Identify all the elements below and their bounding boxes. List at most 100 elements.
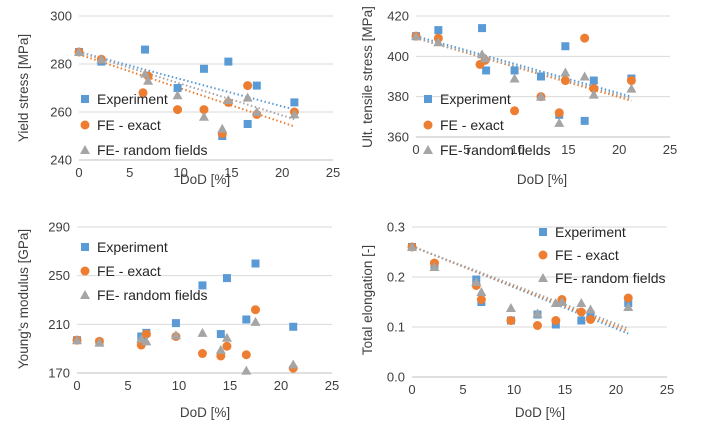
data-point (217, 123, 228, 133)
data-point (143, 75, 154, 85)
data-point (576, 307, 586, 317)
y-axis-title: Total elongation [-] (360, 245, 375, 355)
y-tick-label: 380 (387, 89, 409, 104)
data-point (411, 31, 421, 41)
data-point (250, 316, 261, 326)
y-tick-label: 210 (48, 317, 70, 332)
data-point (141, 45, 150, 54)
data-point (141, 336, 152, 346)
legend: Experiment FE - exact FE- random fields (538, 224, 665, 286)
data-point (476, 287, 487, 296)
data-point (626, 76, 636, 86)
legend-label: FE- random fields (440, 142, 550, 158)
x-axis-title: DoD [%] (180, 405, 230, 420)
x-tick-label: 5 (463, 142, 470, 157)
data-point (199, 64, 208, 73)
data-point (251, 259, 260, 268)
y-axis-title: Yield stress [MPa] (16, 34, 31, 142)
data-point (251, 305, 260, 315)
y-tick-label: 260 (50, 105, 72, 120)
legend-marker (80, 266, 90, 276)
data-point (242, 92, 253, 102)
data-point (138, 88, 148, 98)
data-point (242, 315, 251, 324)
data-point (251, 107, 262, 116)
x-tick-label: 25 (660, 382, 674, 397)
data-point (429, 262, 440, 271)
data-point (252, 81, 261, 90)
x-tick-label: 15 (561, 142, 575, 157)
data-point (434, 26, 443, 35)
data-point (476, 295, 486, 304)
y-tick-label: 170 (48, 366, 70, 381)
x-tick-label: 20 (612, 142, 626, 157)
x-tick-label: 25 (326, 165, 340, 180)
legend-marker (80, 120, 90, 130)
y-tick-label: 0.0 (387, 370, 405, 385)
data-point (579, 71, 590, 81)
y-tick-label: 420 (387, 9, 409, 24)
data-point (560, 67, 571, 77)
legend-marker (81, 95, 89, 103)
x-tick-label: 0 (412, 142, 419, 157)
data-point (577, 316, 586, 325)
data-point (173, 84, 182, 92)
x-tick-label: 25 (325, 378, 339, 393)
data-point (171, 319, 180, 328)
y-tick-label: 300 (50, 9, 72, 24)
x-tick-label: 0 (75, 165, 82, 180)
legend: Experiment FE - exact FE- random fields (423, 91, 550, 158)
data-point (471, 277, 482, 286)
data-point (532, 308, 543, 318)
data-point (510, 66, 519, 75)
data-point (198, 281, 207, 290)
data-point (96, 54, 107, 64)
legend: Experiment FE - exact FE- random fields (80, 239, 207, 303)
legend-marker (539, 228, 547, 236)
legend-marker (424, 95, 432, 103)
data-point (288, 359, 299, 369)
y-tick-label: 250 (48, 268, 70, 283)
data-point (215, 344, 226, 354)
legend: Experiment FE - exact FE- random fields (80, 91, 207, 158)
data-point (172, 90, 183, 100)
x-tick-label: 25 (663, 142, 677, 157)
legend-label: Experiment (97, 91, 168, 107)
data-point (74, 47, 84, 56)
legend-label: FE - exact (97, 263, 161, 279)
trendline (415, 35, 632, 98)
data-point (560, 76, 570, 86)
y-tick-label: 240 (50, 153, 72, 168)
data-point (407, 242, 417, 251)
data-point (289, 322, 298, 331)
x-tick-label: 5 (459, 382, 466, 397)
x-tick-label: 10 (510, 142, 524, 157)
x-tick-label: 0 (73, 378, 80, 393)
data-point (198, 111, 209, 121)
x-tick-label: 15 (223, 378, 237, 393)
data-point (535, 91, 546, 101)
data-point (561, 42, 570, 51)
data-point (580, 33, 590, 43)
trendline (78, 51, 295, 121)
legend-label: FE - exact (97, 117, 161, 133)
legend-label: FE- random fields (555, 270, 665, 286)
data-point (94, 337, 105, 347)
data-point (222, 274, 231, 283)
data-point (480, 53, 491, 63)
data-point (554, 117, 565, 127)
legend-marker (423, 145, 433, 154)
data-point (140, 68, 151, 78)
data-point (623, 302, 634, 311)
trendline (78, 51, 295, 111)
data-point (221, 332, 232, 342)
x-axis-title: DoD [%] (180, 172, 230, 187)
x-tick-label: 0 (408, 382, 415, 397)
data-point (72, 335, 82, 345)
data-point (241, 365, 252, 375)
data-point (589, 84, 599, 94)
x-axis-title: DoD [%] (517, 172, 567, 187)
legend-marker (80, 290, 90, 299)
x-tick-label: 15 (224, 165, 238, 180)
